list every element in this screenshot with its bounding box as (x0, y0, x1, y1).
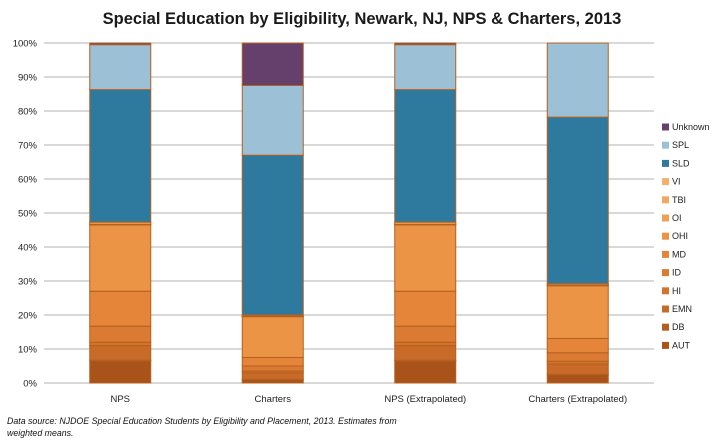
y-tick-label: 10% (18, 345, 38, 356)
bar-segment-md (241, 357, 304, 367)
bar-stack (241, 42, 304, 384)
bar-segment-spl (546, 42, 609, 118)
legend-swatch-tbi (662, 196, 669, 204)
bar-segment-emn (241, 372, 304, 380)
bar-segment-id (394, 325, 457, 343)
legend-swatch-md (662, 250, 669, 258)
bar-stack (394, 42, 457, 384)
bar-segment-unknown (89, 42, 152, 46)
y-tick-label: 60% (18, 175, 38, 186)
bar-segment-ohi (241, 316, 304, 359)
x-category-label: Charters (Extrapolated) (528, 394, 627, 405)
legend-label-spl: SPL (672, 140, 689, 150)
bar-segment-md (89, 290, 152, 327)
bar-segment-ohi (394, 224, 457, 292)
source-note-line-1: Data source: NJDOE Special Education Stu… (7, 416, 397, 426)
bar-segment-ohi (546, 285, 609, 339)
bar-segment-sld (89, 89, 152, 223)
legend-swatch-spl (662, 141, 669, 149)
bar-stack (89, 42, 152, 384)
bar-segment-spl (89, 44, 152, 91)
y-tick-label: 90% (18, 73, 38, 84)
legend: Unknown SPL SLD VI TBI OI OHI MD ID HI EMN DB AUT (662, 122, 710, 350)
bar-segment-sld (394, 89, 457, 223)
legend-label-vi: VI (672, 177, 681, 187)
y-tick-label: 0% (23, 379, 37, 390)
legend-label-aut: AUT (672, 340, 691, 350)
legend-label-id: ID (672, 268, 682, 278)
y-tick-label: 70% (18, 141, 38, 152)
legend-swatch-unknown (662, 123, 669, 131)
y-tick-label: 100% (13, 39, 38, 50)
legend-swatch-sld (662, 159, 669, 167)
legend-swatch-id (662, 269, 669, 277)
bar-segment-md (546, 337, 609, 354)
legend-label-md: MD (672, 249, 686, 259)
bar-segment-hi (394, 341, 457, 347)
x-category-label: NPS (Extrapolated) (384, 394, 466, 405)
legend-swatch-emn (662, 305, 669, 313)
y-tick-label: 80% (18, 107, 38, 118)
bar-segment-id (546, 352, 609, 362)
bar-segment-sld (241, 154, 304, 316)
bar-segment-md (394, 290, 457, 327)
y-tick-label: 30% (18, 277, 38, 288)
legend-label-oi: OI (672, 213, 682, 223)
y-tick-label: 50% (18, 209, 38, 220)
bars (89, 42, 609, 384)
bar-segment-hi (89, 341, 152, 347)
source-note-line-2: weighted means. (7, 428, 74, 438)
bar-stack (546, 42, 609, 384)
legend-swatch-oi (662, 214, 669, 222)
legend-label-unknown: Unknown (672, 122, 710, 132)
legend-label-ohi: OHI (672, 231, 688, 241)
x-category-label: Charters (255, 394, 292, 405)
bar-segment-aut (241, 379, 304, 384)
bar-segment-sld (546, 116, 609, 285)
bar-segment-unknown (241, 42, 304, 86)
legend-swatch-db (662, 323, 669, 331)
bar-segment-spl (394, 44, 457, 91)
x-category-label: NPS (110, 394, 130, 405)
y-tick-label: 40% (18, 243, 38, 254)
bar-segment-aut (394, 360, 457, 384)
legend-swatch-hi (662, 287, 669, 295)
bar-segment-unknown (394, 42, 457, 46)
bar-segment-aut (546, 374, 609, 384)
legend-label-emn: EMN (672, 304, 692, 314)
legend-label-hi: HI (672, 286, 681, 296)
bar-segment-ohi (89, 224, 152, 292)
bar-segment-aut (89, 360, 152, 384)
legend-swatch-aut (662, 341, 669, 349)
x-axis-category-labels: NPS Charters NPS (Extrapolated) Charters (E… (110, 394, 627, 405)
legend-swatch-vi (662, 178, 669, 186)
bar-segment-emn (394, 345, 457, 361)
bar-segment-id (241, 365, 304, 372)
y-tick-label: 20% (18, 311, 38, 322)
y-axis-ticks: 0% 10% 20% 30% 40% 50% 60% 70% 80% 90% 100% (13, 39, 38, 390)
bar-segment-id (89, 325, 152, 343)
bar-segment-emn (546, 363, 609, 375)
legend-label-sld: SLD (672, 158, 690, 168)
legend-label-tbi: TBI (672, 195, 686, 205)
bar-segment-spl (241, 85, 304, 156)
chart-title: Special Education by Eligibility, Newark… (103, 10, 622, 28)
bar-segment-emn (89, 345, 152, 361)
legend-swatch-ohi (662, 232, 669, 240)
legend-label-db: DB (672, 322, 685, 332)
